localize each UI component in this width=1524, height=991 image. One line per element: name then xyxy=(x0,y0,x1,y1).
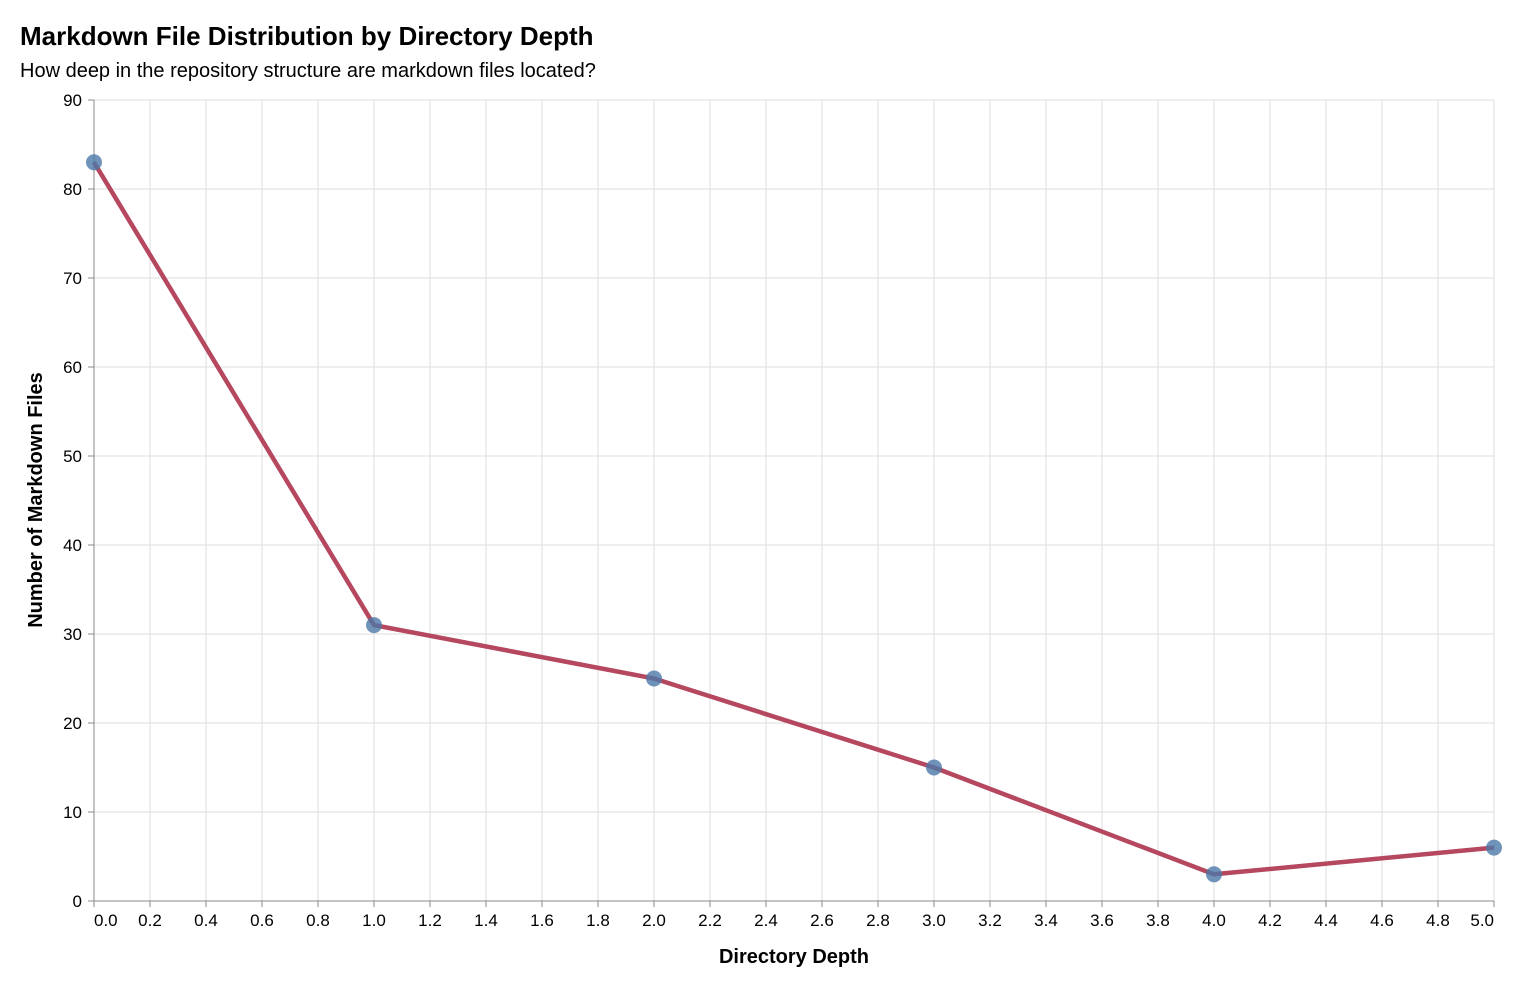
x-tick-label: 1.8 xyxy=(586,911,610,930)
axes: 0.0 0.2 0.4 0.6 0.8 1.0 1.2 1.4 1.6 1.8 2.0 2.2 2.4 2… xyxy=(63,91,1495,930)
data-point xyxy=(1206,866,1222,883)
y-tick-label: 50 xyxy=(63,447,82,466)
x-tick-label: 3.0 xyxy=(922,911,946,930)
data-point xyxy=(646,670,662,687)
y-tick-label: 70 xyxy=(63,269,82,288)
x-tick-label: 1.2 xyxy=(418,911,442,930)
x-tick-label: 2.8 xyxy=(866,911,890,930)
y-tick-label: 20 xyxy=(63,714,82,733)
x-tick-label: 1.0 xyxy=(362,911,386,930)
series-line xyxy=(92,161,1495,877)
x-tick-label: 4.8 xyxy=(1426,911,1450,930)
y-axis-label: Number of Markdown Files xyxy=(25,372,47,628)
y-tick-label: 60 xyxy=(63,358,82,377)
x-tick-label: 4.4 xyxy=(1314,911,1338,930)
chart-title: Markdown File Distribution by Directory … xyxy=(20,21,594,51)
x-tick-label: 1.6 xyxy=(530,911,554,930)
data-point xyxy=(926,759,942,776)
data-point xyxy=(86,154,102,171)
y-tick-label: 40 xyxy=(63,536,82,555)
chart-subtitle: How deep in the repository structure are… xyxy=(20,60,596,82)
x-tick-label: 2.4 xyxy=(754,911,778,930)
x-tick-label: 4.6 xyxy=(1370,911,1394,930)
x-tick-label: 3.6 xyxy=(1090,911,1114,930)
y-tick-label: 10 xyxy=(63,803,82,822)
grid xyxy=(93,99,1495,902)
x-tick-label: 2.6 xyxy=(810,911,834,930)
x-tick-label: 1.4 xyxy=(474,911,498,930)
x-tick-label: 0.8 xyxy=(306,911,330,930)
x-tick-label: 2.2 xyxy=(698,911,722,930)
x-tick-label: 3.4 xyxy=(1034,911,1058,930)
x-tick-label: 2.0 xyxy=(642,911,666,930)
x-tick-label: 4.0 xyxy=(1202,911,1226,930)
x-tick-label: 0.2 xyxy=(138,911,162,930)
series xyxy=(86,154,1502,883)
x-tick-label: 0.6 xyxy=(250,911,274,930)
data-point xyxy=(1486,839,1502,856)
y-tick-label: 90 xyxy=(63,91,82,110)
x-tick-label: 0.4 xyxy=(194,911,218,930)
x-tick-label: 3.8 xyxy=(1146,911,1170,930)
y-tick-label: 80 xyxy=(63,180,82,199)
x-tick-label: 0.0 xyxy=(94,911,118,930)
x-axis-label: Directory Depth xyxy=(719,946,869,968)
x-tick-label: 4.2 xyxy=(1258,911,1282,930)
data-point xyxy=(366,617,382,634)
y-tick-label: 0 xyxy=(73,892,82,911)
x-tick-label: 3.2 xyxy=(978,911,1002,930)
x-tick-label: 5.0 xyxy=(1470,911,1494,930)
y-tick-label: 30 xyxy=(63,625,82,644)
